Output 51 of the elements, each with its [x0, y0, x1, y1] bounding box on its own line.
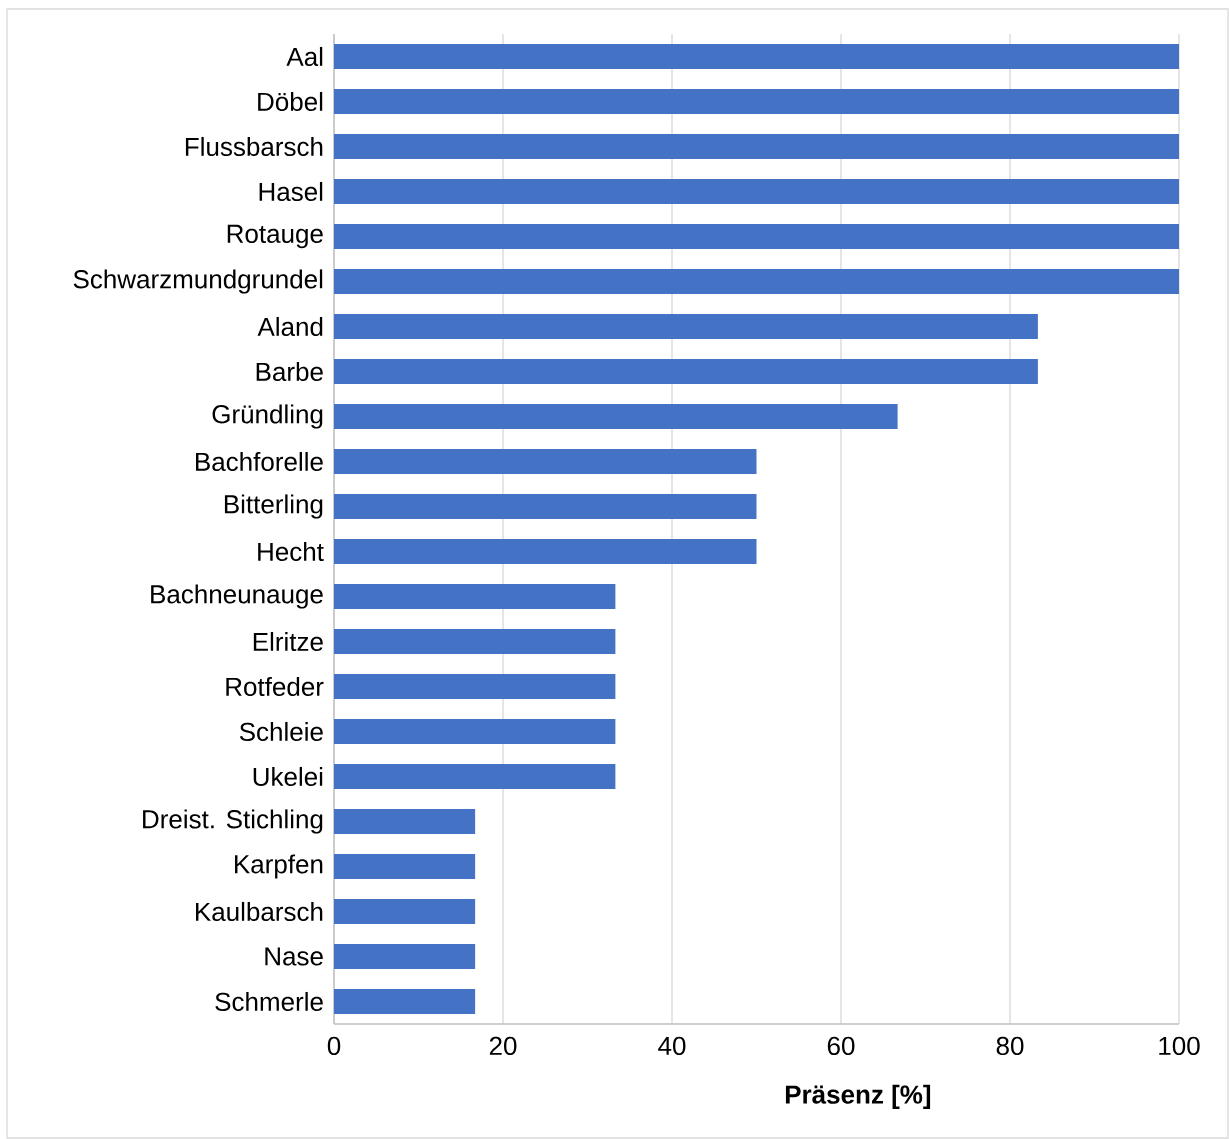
bar	[334, 493, 757, 520]
y-tick-label: Rotauge	[227, 224, 323, 249]
bar	[334, 808, 476, 835]
y-tick-label: Kaulbarsch	[196, 901, 323, 922]
bar	[334, 763, 616, 790]
y-tick-label: Rotfeder	[226, 676, 324, 697]
y-tick-label: Gründling	[212, 404, 323, 429]
y-tick-label: Aal	[286, 46, 323, 67]
y-tick-label: Schmerle	[215, 991, 323, 1012]
bar	[334, 583, 616, 610]
bar	[334, 538, 757, 565]
y-tick-label: Bitterling	[224, 494, 323, 519]
y-tick-label: Schleie	[239, 721, 323, 742]
y-tick-label: Ukelei	[253, 766, 323, 787]
y-tick-label: Döbel	[258, 91, 323, 112]
x-tick-label: 80	[996, 1036, 1024, 1056]
bar	[334, 898, 476, 925]
bar	[334, 448, 757, 475]
y-tick-label: Elritze	[253, 631, 323, 652]
bar	[334, 403, 898, 430]
y-tick-label: Hasel	[259, 181, 323, 202]
y-tick-label: Dreist. Stichling	[143, 809, 323, 834]
x-tick-label: 60	[827, 1036, 855, 1056]
bar	[334, 43, 1179, 70]
y-tick-label: Karpfen	[235, 854, 323, 879]
bar	[334, 673, 616, 700]
bar	[334, 988, 476, 1015]
bar	[334, 628, 616, 655]
bar	[334, 178, 1179, 205]
y-tick-label: Nase	[265, 947, 323, 966]
bar	[334, 268, 1179, 295]
bar	[334, 88, 1179, 115]
x-tick-label: 20	[489, 1036, 517, 1056]
x-axis-title: Präsenz [%]	[785, 1084, 931, 1109]
bar	[334, 313, 1038, 340]
bar	[334, 223, 1179, 250]
x-tick-label: 0	[327, 1036, 341, 1056]
y-tick-label: Bachforelle	[196, 451, 323, 472]
y-tick-label: Bachneunauge	[151, 584, 323, 609]
y-tick-label: Flussbarsch	[185, 136, 323, 157]
bar	[334, 853, 476, 880]
x-tick-label: 100	[1159, 1036, 1200, 1056]
bar	[334, 718, 616, 745]
bar	[334, 943, 476, 970]
y-tick-label: Hecht	[258, 541, 324, 562]
bar	[334, 133, 1179, 160]
x-tick-label: 40	[658, 1036, 686, 1056]
y-tick-label: Aland	[257, 316, 323, 337]
y-tick-label: Schwarzmundgrundel	[73, 269, 323, 294]
bar	[334, 358, 1038, 385]
y-tick-label: Barbe	[256, 361, 323, 382]
